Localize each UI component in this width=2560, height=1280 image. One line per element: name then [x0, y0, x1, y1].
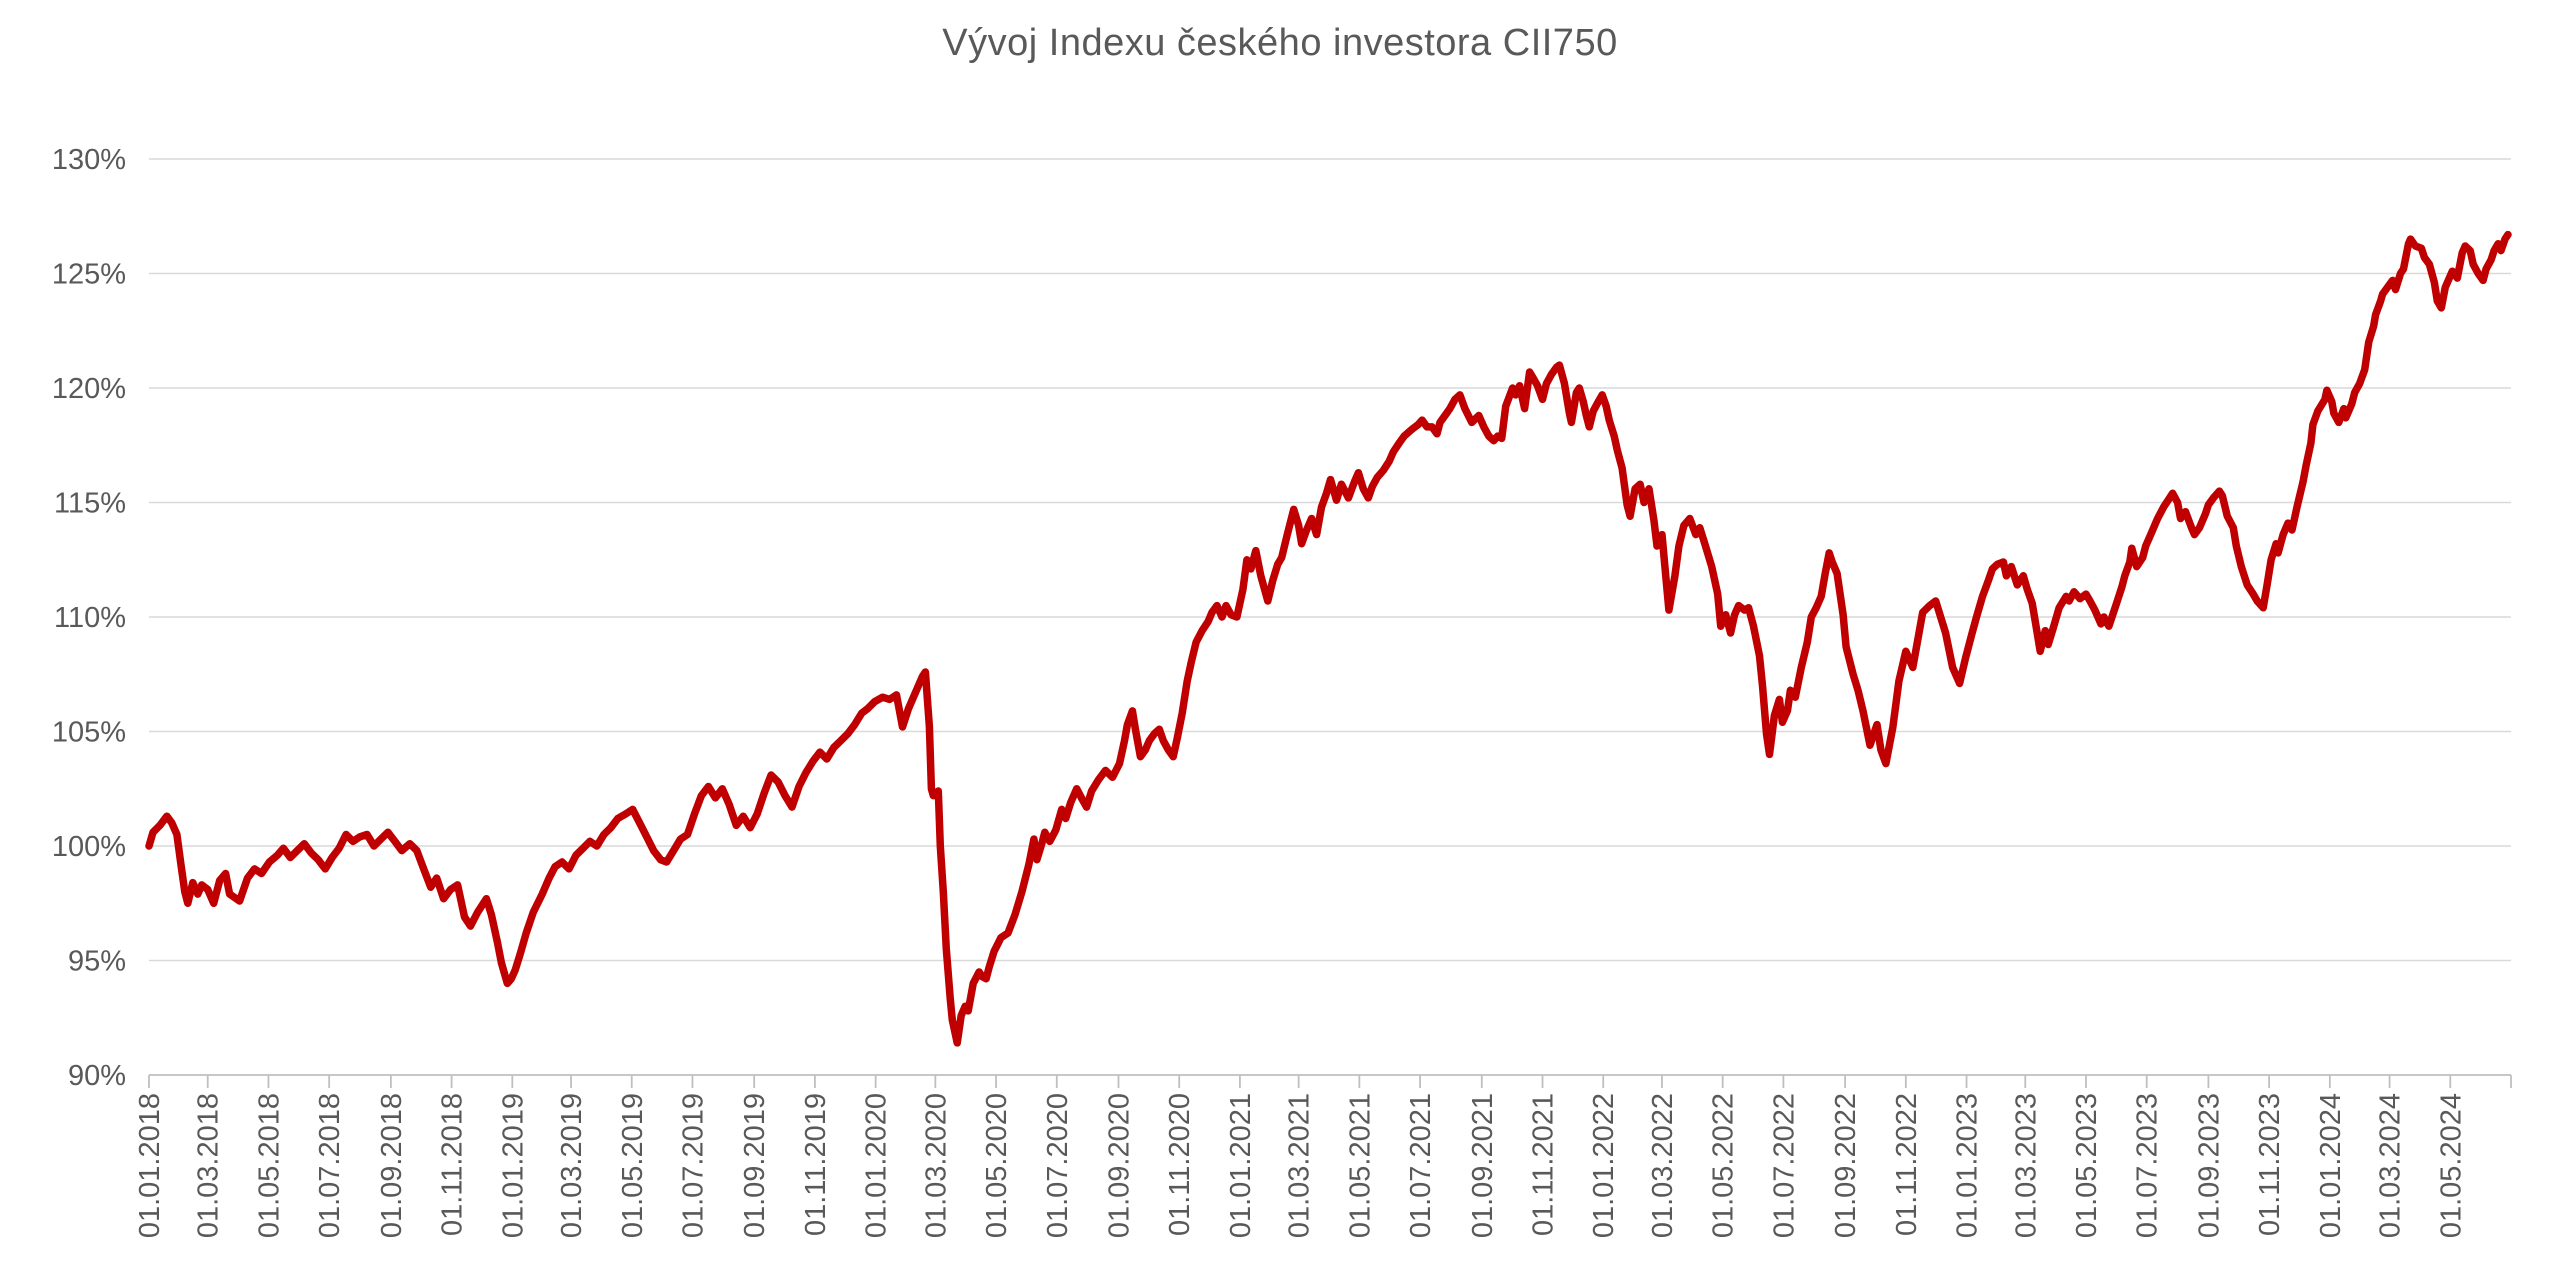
x-axis-label: 01.11.2022: [1891, 1093, 1923, 1236]
x-axis-label: 01.11.2018: [437, 1093, 469, 1236]
x-axis-label: 01.03.2018: [193, 1093, 225, 1238]
x-axis-label: 01.09.2020: [1103, 1093, 1135, 1238]
y-axis-label: 105%: [52, 717, 126, 749]
x-axis-label: 01.05.2018: [253, 1093, 285, 1238]
x-axis-label: 01.07.2018: [314, 1093, 346, 1238]
x-axis-label: 01.07.2019: [677, 1093, 709, 1238]
x-axis-label: 01.09.2018: [376, 1093, 408, 1238]
y-axis-label: 95%: [68, 946, 126, 978]
x-axis-label: 01.07.2022: [1768, 1093, 1800, 1238]
x-axis-label: 01.11.2020: [1164, 1093, 1196, 1236]
x-axis-label: 01.03.2020: [920, 1093, 952, 1238]
x-axis-label: 01.03.2022: [1647, 1093, 1679, 1238]
y-axis-label: 125%: [52, 259, 126, 291]
x-axis-label: 01.11.2019: [800, 1093, 832, 1236]
y-axis-label: 100%: [52, 831, 126, 863]
x-axis-label: 01.05.2020: [981, 1093, 1013, 1238]
y-axis-label: 110%: [54, 602, 126, 634]
x-axis-label: 01.01.2021: [1225, 1093, 1257, 1238]
x-axis-label: 01.09.2022: [1830, 1093, 1862, 1238]
x-axis-label: 01.03.2024: [2375, 1093, 2407, 1238]
x-axis-label: 01.03.2021: [1284, 1093, 1316, 1238]
x-axis-label: 01.07.2021: [1405, 1093, 1437, 1238]
x-axis-label: 01.11.2023: [2254, 1093, 2286, 1236]
x-axis-label: 01.01.2019: [497, 1093, 529, 1238]
x-axis-label: 01.01.2020: [861, 1093, 893, 1238]
series-line-cii750: [145, 230, 2512, 1047]
x-axis-label: 01.03.2019: [556, 1093, 588, 1238]
y-axis-label: 90%: [68, 1060, 126, 1092]
y-axis-label: 115%: [54, 488, 126, 520]
x-axis-label: 01.01.2023: [1952, 1093, 1984, 1238]
x-axis-label: 01.03.2023: [2010, 1093, 2042, 1238]
chart-title: Vývoj Indexu českého investora CII750: [942, 22, 1618, 64]
x-axis-label: 01.05.2024: [2435, 1093, 2467, 1238]
x-axis-label: 01.07.2020: [1042, 1093, 1074, 1238]
x-axis-label: 01.05.2023: [2071, 1093, 2103, 1238]
x-axis-label: 01.09.2019: [739, 1093, 771, 1238]
x-axis-label: 01.05.2022: [1708, 1093, 1740, 1238]
y-axis-label: 120%: [52, 373, 126, 405]
x-axis-label: 01.01.2024: [2315, 1093, 2347, 1238]
x-axis-label: 01.09.2023: [2193, 1093, 2225, 1238]
x-axis-label: 01.01.2022: [1588, 1093, 1620, 1238]
x-axis-label: 01.11.2021: [1528, 1093, 1560, 1236]
y-axis-label: 130%: [52, 144, 126, 176]
x-axis-label: 01.09.2021: [1467, 1093, 1499, 1238]
x-axis-label: 01.01.2018: [134, 1093, 166, 1238]
x-axis-label: 01.05.2021: [1344, 1093, 1376, 1238]
x-axis-label: 01.05.2019: [617, 1093, 649, 1238]
x-axis-label: 01.07.2023: [2132, 1093, 2164, 1238]
